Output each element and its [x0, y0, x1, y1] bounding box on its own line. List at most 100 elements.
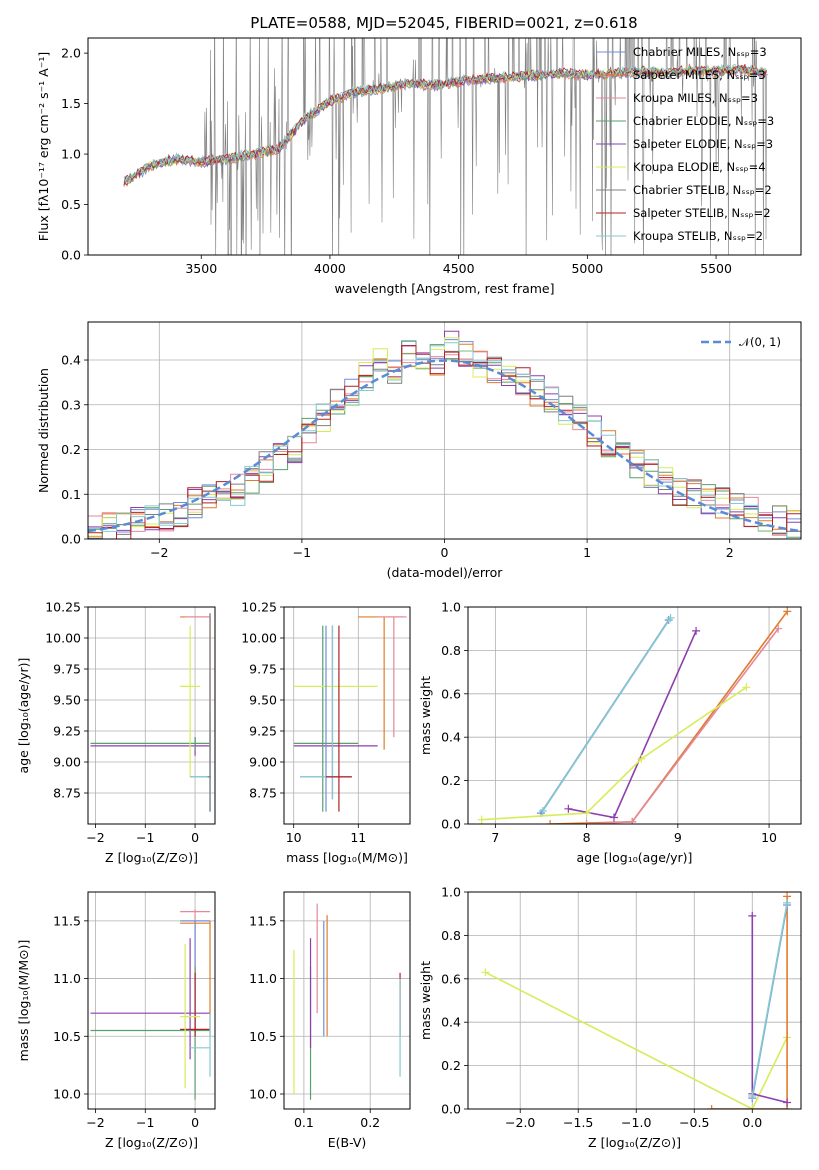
x-tick-label: −0.5 — [679, 1115, 709, 1130]
weight-marker-kroupa_stelib — [783, 898, 792, 907]
x-axis-label: Z [log₁₀(Z/Z⊙)] — [105, 1135, 198, 1150]
axes-frame — [87, 891, 216, 1110]
axes-frame — [87, 321, 802, 540]
x-tick-label: 0 — [191, 830, 199, 845]
y-tick-label: 9.00 — [53, 755, 81, 770]
x-tick-label: 2 — [726, 545, 734, 560]
x-tick-label: 3500 — [185, 261, 217, 276]
y-axis-label: Flux [fλ10⁻¹⁷ erg cm⁻² s⁻¹ A⁻¹] — [36, 52, 51, 241]
y-tick-label: 11.0 — [53, 971, 81, 986]
weight-marker-kroupa_elodie — [477, 815, 486, 824]
x-tick-label: 10 — [286, 830, 302, 845]
histogram-kroupa_stelib — [88, 342, 801, 539]
weight-marker-kroupa_elodie — [637, 754, 646, 763]
legend-label-chabrier_miles: Chabrier MILES, Nₛₛₚ=3 — [633, 45, 767, 59]
y-tick-label: 1.0 — [441, 885, 461, 900]
legend-label-chabrier_stelib: Chabrier STELIB, Nₛₛₚ=2 — [633, 183, 772, 197]
x-tick-label: −1 — [136, 830, 154, 845]
y-tick-label: 10.25 — [45, 600, 81, 615]
x-axis-label: Z [log₁₀(Z/Z⊙)] — [105, 850, 198, 865]
legend-label-kroupa_miles: Kroupa MILES, Nₛₛₚ=3 — [633, 91, 758, 105]
y-tick-label: 9.00 — [249, 755, 277, 770]
weight-line-kroupa_stelib — [751, 902, 788, 1097]
figure-title: PLATE=0588, MJD=52045, FIBERID=0021, z=0… — [250, 14, 637, 32]
spectrum-panel: 3500 4000 4500 5000 5500 0.0 0.5 1.0 1.5 2.0 wavel… — [36, 37, 802, 296]
y-tick-label: 0.4 — [441, 730, 461, 745]
mass_vs_EBV-panel: 0.1 0.2 10.0 10.5 11.0 11.5 E(B-V) — [249, 891, 411, 1150]
weight-marker-kroupa_miles — [582, 820, 591, 824]
weight-marker-salpeter_miles — [783, 607, 792, 616]
y-tick-label: 9.25 — [249, 724, 277, 739]
y-tick-label: 0.0 — [61, 248, 81, 263]
y-tick-label: 0.0 — [61, 532, 81, 547]
y-tick-label: 0.2 — [61, 442, 81, 457]
weight-marker-kroupa_miles — [774, 624, 783, 633]
x-axis-label: (data-model)/error — [387, 565, 504, 580]
axes-frame — [283, 606, 411, 825]
axes-frame — [87, 606, 216, 825]
y-tick-label: 10.0 — [53, 1086, 81, 1101]
y-tick-label: 10.5 — [249, 1029, 277, 1044]
weight-line-kroupa_miles — [586, 628, 779, 824]
y-tick-label: 8.75 — [249, 786, 277, 801]
x-tick-label: 4500 — [443, 261, 475, 276]
weight_vs_age-panel: 7 8 9 10 0.0 0.2 0.4 0.6 0.8 1.0 age [log₁₀(age/yr… — [418, 600, 802, 865]
mass_vs_Z-plot-area — [90, 909, 211, 1100]
y-tick-label: 10.00 — [241, 631, 277, 646]
mass_vs_EBV-plot-area — [293, 903, 401, 1100]
weight-marker-salpeter_elodie — [564, 804, 573, 813]
weight-line-kroupa_elodie — [485, 971, 788, 1109]
residuals-plot-area — [88, 330, 801, 539]
gaussian-curve — [88, 359, 801, 533]
weight-marker-salpeter_miles — [546, 820, 555, 824]
x-tick-label: 11 — [350, 830, 366, 845]
y-tick-label: 0.5 — [61, 197, 81, 212]
weight-line-salpeter_elodie — [568, 630, 697, 819]
x-tick-label: −1 — [293, 545, 311, 560]
y-tick-label: 0.6 — [441, 686, 461, 701]
weight-marker-salpeter_elodie — [692, 626, 701, 635]
y-tick-label: 10.25 — [241, 600, 277, 615]
weight-marker-kroupa_stelib — [666, 613, 675, 622]
x-tick-label: 0 — [441, 545, 449, 560]
legend-label-gaussian: 𝒩(0, 1) — [739, 335, 781, 349]
y-axis-label: mass weight — [418, 961, 433, 1040]
x-tick-label: −2 — [86, 1115, 104, 1130]
x-tick-label: 5500 — [700, 261, 732, 276]
y-tick-label: 8.75 — [53, 786, 81, 801]
x-tick-label: −2 — [150, 545, 168, 560]
residuals-panel: −2 −1 0 1 2 0.0 0.1 0.2 0.3 0.4 (data-model)/error… — [36, 321, 802, 580]
x-tick-label: 7 — [491, 830, 499, 845]
axes-frame — [467, 891, 802, 1110]
y-tick-label: 0.4 — [61, 353, 81, 368]
legend-label-kroupa_elodie: Kroupa ELODIE, Nₛₛₚ=4 — [633, 160, 766, 174]
x-tick-label: 4000 — [314, 261, 346, 276]
x-tick-label: 0.1 — [294, 1115, 314, 1130]
x-tick-label: 5000 — [571, 261, 603, 276]
x-tick-label: 8 — [583, 830, 591, 845]
legend-label-chabrier_elodie: Chabrier ELODIE, Nₛₛₚ=3 — [633, 114, 774, 128]
y-tick-label: 1.0 — [61, 147, 81, 162]
x-tick-label: −2 — [86, 830, 104, 845]
y-tick-label: 2.0 — [61, 46, 81, 61]
weight-marker-kroupa_elodie — [742, 683, 751, 692]
y-tick-label: 0.1 — [61, 487, 81, 502]
x-tick-label: −2.0 — [505, 1115, 535, 1130]
axes-frame — [87, 37, 802, 256]
y-tick-label: 0.6 — [441, 971, 461, 986]
y-tick-label: 10.00 — [45, 631, 81, 646]
weight-marker-kroupa_stelib — [748, 1091, 757, 1100]
axes-frame — [283, 891, 411, 1110]
weight-marker-kroupa_elodie — [582, 809, 591, 818]
weight_vs_Z-plot-area — [481, 892, 792, 1109]
x-axis-label: Z [log₁₀(Z/Z⊙)] — [588, 1135, 681, 1150]
y-tick-label: 0.0 — [441, 817, 461, 832]
x-tick-label: 10 — [761, 830, 777, 845]
y-axis-label: Normed distribution — [36, 368, 51, 493]
spectrum-plot-area — [123, 38, 768, 255]
y-tick-label: 0.8 — [441, 643, 461, 658]
weight-marker-kroupa_elodie — [481, 968, 490, 977]
y-tick-label: 0.4 — [441, 1015, 461, 1030]
x-tick-label: −1.0 — [621, 1115, 651, 1130]
histogram-salpeter_stelib — [88, 345, 801, 539]
